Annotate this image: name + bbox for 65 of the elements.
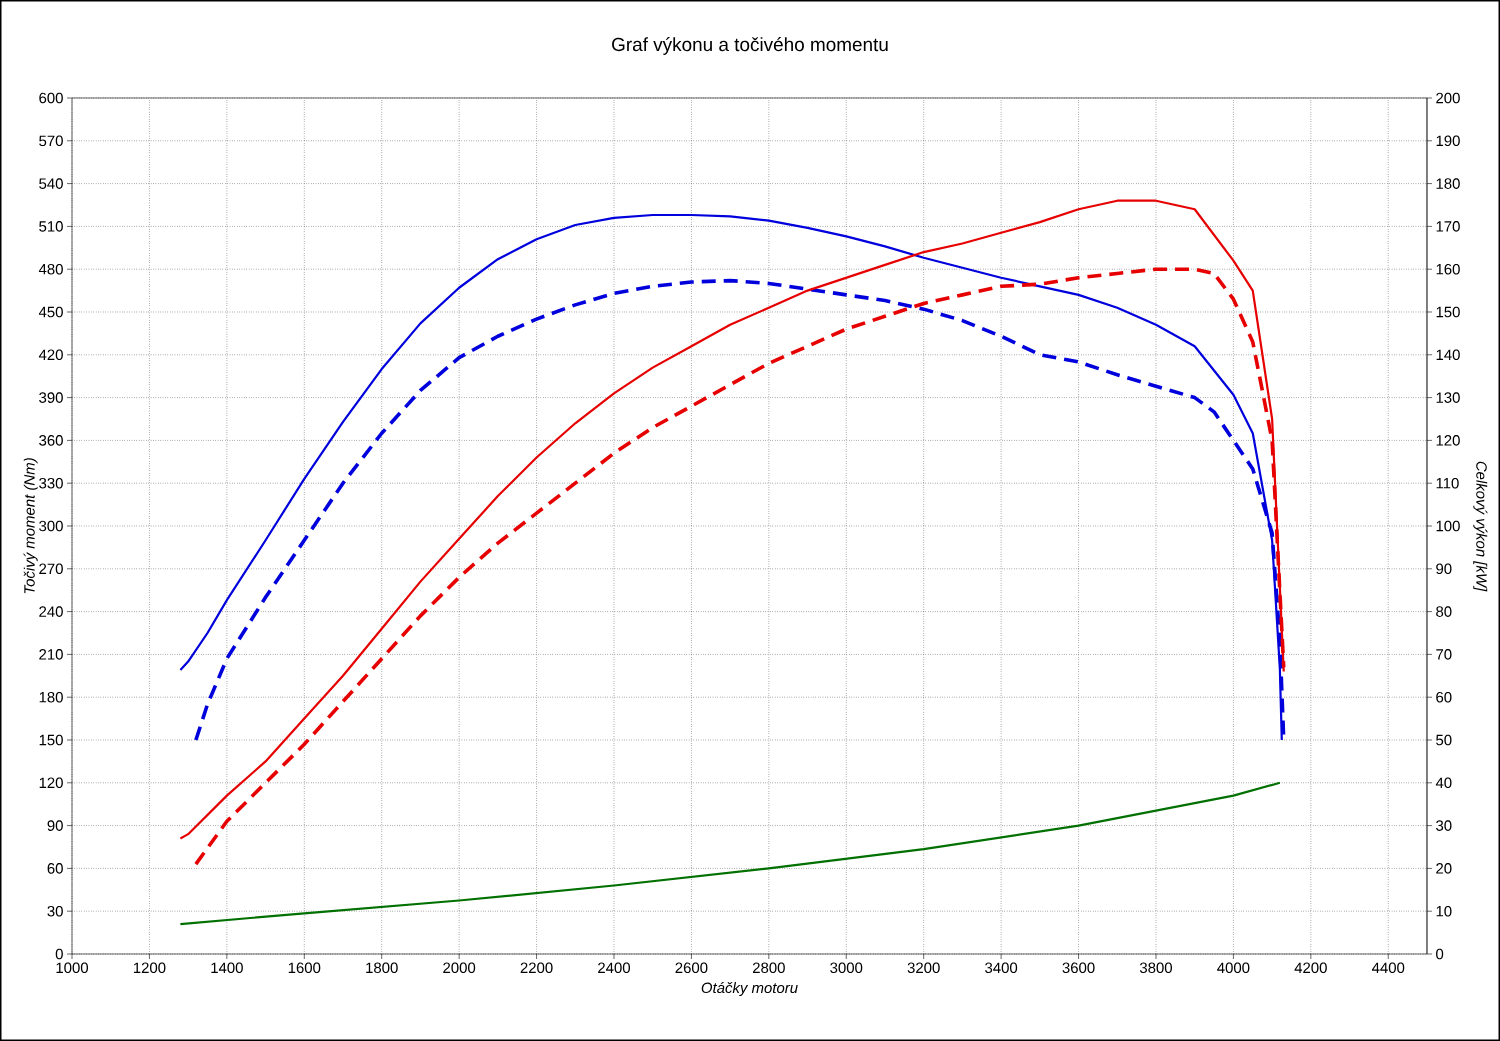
y2-axis-title: Celkový výkon [kW] xyxy=(1473,461,1488,592)
y-tick-label: 510 xyxy=(39,221,63,232)
y-tick-label: 210 xyxy=(39,649,63,660)
y-tick-label: 360 xyxy=(39,435,63,446)
y2-tick-label: 90 xyxy=(1436,563,1452,575)
y2-tick-label: 120 xyxy=(1436,435,1460,446)
y2-tick-label: 10 xyxy=(1436,905,1452,917)
y2-tick-label: 60 xyxy=(1436,691,1452,703)
y2-tick-label: 200 xyxy=(1436,92,1460,104)
x-tick-label: 3200 xyxy=(907,962,940,974)
y-tick-label: 450 xyxy=(38,306,63,318)
x-tick-label: 1600 xyxy=(288,962,321,974)
y-tick-label: 0 xyxy=(55,948,63,960)
y2-tick-label: 70 xyxy=(1436,649,1452,660)
x-tick-label: 4000 xyxy=(1217,962,1250,974)
y2-tick-label: 110 xyxy=(1436,477,1459,489)
y-tick-label: 90 xyxy=(47,820,63,831)
y2-tick-label: 190 xyxy=(1436,135,1460,147)
line-series xyxy=(179,781,1281,926)
y-tick-label: 330 xyxy=(39,477,63,489)
y2-tick-label: 20 xyxy=(1436,863,1452,874)
x-tick-label: 2600 xyxy=(675,962,708,974)
y-tick-label: 600 xyxy=(39,92,63,104)
y2-tick-label: 80 xyxy=(1436,606,1452,617)
y-axis-title: Točivý moment (Nm) xyxy=(23,458,38,594)
x-tick-label: 1800 xyxy=(366,962,398,974)
x-tick-label: 1000 xyxy=(56,962,89,974)
x-tick-label: 1200 xyxy=(133,962,166,974)
y-tick-label: 390 xyxy=(39,392,63,403)
y-tick-label: 540 xyxy=(39,178,63,189)
y-tick-label: 570 xyxy=(39,135,63,147)
y2-tick-label: 40 xyxy=(1435,777,1452,789)
y-tick-label: 270 xyxy=(39,563,63,575)
chart-title: Graf výkonu a točivého momentu xyxy=(612,37,888,55)
y2-tick-label: 0 xyxy=(1436,948,1444,960)
y2-tick-label: 150 xyxy=(1436,306,1460,318)
y2-tick-label: 160 xyxy=(1436,263,1460,275)
x-tick-label: 4400 xyxy=(1371,962,1405,974)
y-tick-label: 420 xyxy=(38,349,63,361)
y2-tick-label: 30 xyxy=(1436,820,1452,831)
y2-tick-label: 50 xyxy=(1436,734,1452,746)
y2-tick-label: 180 xyxy=(1436,178,1460,189)
x-axis-title: Otáčky motoru xyxy=(701,981,798,997)
y2-tick-label: 100 xyxy=(1436,520,1460,532)
y-tick-label: 300 xyxy=(39,520,63,532)
x-tick-label: 4200 xyxy=(1294,962,1327,974)
y-tick-label: 150 xyxy=(39,734,63,746)
y-tick-label: 60 xyxy=(47,863,63,874)
x-tick-label: 2800 xyxy=(752,962,785,974)
x-tick-label: 3000 xyxy=(830,962,863,974)
y2-tick-label: 140 xyxy=(1436,349,1460,361)
x-tick-label: 3600 xyxy=(1062,962,1095,974)
x-tick-label: 2000 xyxy=(443,962,476,974)
x-tick-label: 3400 xyxy=(985,962,1018,974)
y2-tick-label: 130 xyxy=(1436,392,1460,403)
y-tick-label: 180 xyxy=(39,691,63,703)
y2-tick-label: 170 xyxy=(1436,221,1460,232)
x-tick-label: 1400 xyxy=(211,962,243,974)
x-tick-label: 2200 xyxy=(520,962,553,974)
y-tick-label: 30 xyxy=(47,905,63,917)
x-tick-label: 2400 xyxy=(598,962,631,974)
y-tick-label: 480 xyxy=(38,263,63,275)
y-tick-label: 120 xyxy=(39,777,63,789)
y-tick-label: 240 xyxy=(39,606,63,617)
x-tick-label: 3800 xyxy=(1139,962,1172,974)
